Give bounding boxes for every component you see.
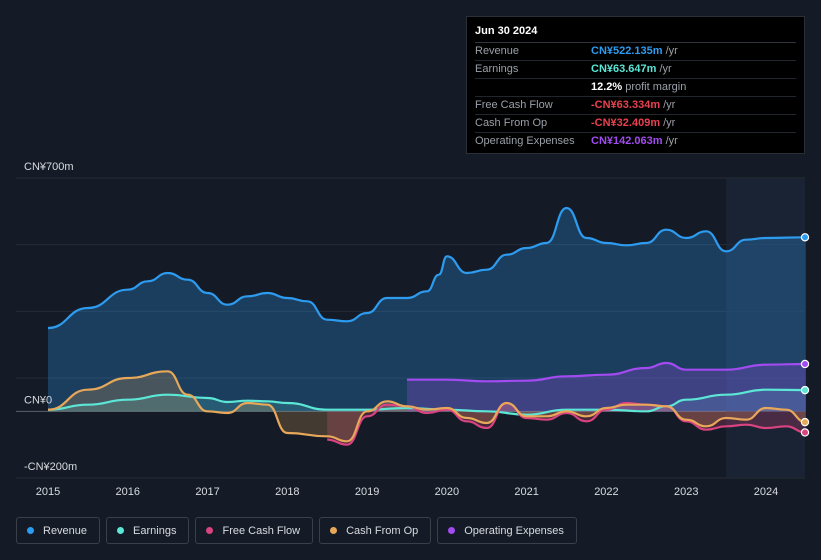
x-tick-label: 2016 [116, 486, 140, 498]
legend-label: Earnings [133, 524, 177, 537]
legend-item-operating-expenses[interactable]: Operating Expenses [437, 517, 577, 544]
legend-label: Free Cash Flow [222, 524, 301, 537]
tooltip-label: Cash From Op [475, 117, 548, 129]
y-axis-label-bottom: -CN¥200m [24, 461, 77, 473]
tooltip-unit: /yr [665, 135, 678, 147]
x-tick-label: 2017 [195, 486, 219, 498]
revenue-area [48, 208, 806, 412]
tooltip-date: Jun 30 2024 [475, 25, 796, 43]
legend-label: Revenue [43, 524, 88, 537]
gridlines [16, 177, 805, 479]
legend-item-free-cash-flow[interactable]: Free Cash Flow [195, 517, 314, 544]
tooltip-value: CN¥522.135m [591, 45, 663, 57]
tooltip-value: -CN¥32.409m [591, 117, 661, 129]
legend-item-earnings[interactable]: Earnings [106, 517, 190, 544]
cash-from-op-line [47, 370, 807, 443]
legend-dot-icon [330, 527, 338, 534]
free-cash-flow-area [327, 403, 806, 445]
tooltip-row-cash-from-op: Cash From Op -CN¥32.409m /yr [475, 115, 796, 133]
tooltip-label: Earnings [475, 63, 519, 75]
operating-expenses-end-marker [800, 359, 810, 369]
x-axis: 2015 2016 2017 2018 2019 2020 2021 2022 2023 2024 [36, 486, 778, 498]
legend-item-revenue[interactable]: Revenue [16, 517, 101, 544]
x-tick-label: 2020 [435, 486, 459, 498]
data-tooltip: Jun 30 2024 Revenue CN¥522.135m /yr Earn… [466, 16, 805, 154]
free-cash-flow-end-marker [800, 428, 810, 437]
series-end-markers [800, 233, 810, 437]
earnings-end-marker [800, 385, 810, 395]
tooltip-row-free-cash-flow: Free Cash Flow -CN¥63.334m /yr [475, 97, 796, 115]
legend-dot-icon [27, 527, 34, 534]
tooltip-value: -CN¥63.334m [591, 99, 661, 111]
tooltip-value: CN¥142.063m [591, 135, 663, 147]
legend-dot-icon [448, 527, 456, 534]
revenue-line [47, 206, 806, 330]
tooltip-unit: /yr [665, 45, 678, 57]
operating-expenses-line [406, 361, 806, 383]
series-lines [47, 206, 807, 446]
tooltip-value: 12.2% [591, 81, 623, 93]
tooltip-row-operating-expenses: Operating Expenses CN¥142.063m /yr [475, 133, 796, 150]
x-tick-label: 2022 [594, 486, 618, 498]
tooltip-row-earnings: Earnings CN¥63.647m /yr [475, 61, 796, 79]
tooltip-label [475, 79, 591, 96]
tooltip-row-profit-margin: 12.2% profit margin [475, 79, 796, 97]
legend-item-cash-from-op[interactable]: Cash From Op [319, 517, 432, 544]
x-tick-label: 2021 [514, 486, 538, 498]
y-axis-label-top: CN¥700m [24, 161, 74, 173]
x-tick-label: 2019 [355, 486, 379, 498]
tooltip-row-revenue: Revenue CN¥522.135m /yr [475, 43, 796, 61]
revenue-end-marker [800, 233, 810, 242]
tooltip-label: Operating Expenses [475, 135, 575, 147]
tooltip-unit: profit margin [625, 81, 687, 93]
tooltip-unit: /yr [659, 63, 672, 75]
tooltip-value: CN¥63.647m [591, 63, 657, 75]
x-tick-label: 2018 [275, 486, 299, 498]
x-tick-label: 2015 [36, 486, 60, 498]
operating-expenses-area [407, 363, 806, 412]
x-tick-label: 2024 [754, 486, 778, 498]
cash-from-op-end-marker [800, 417, 810, 427]
legend-label: Operating Expenses [464, 524, 564, 537]
tooltip-unit: /yr [663, 117, 676, 129]
tooltip-label: Free Cash Flow [475, 99, 553, 111]
legend-dot-icon [206, 527, 214, 534]
x-tick-label: 2023 [674, 486, 698, 498]
tooltip-unit: /yr [663, 99, 676, 111]
chart-legend: Revenue Earnings Free Cash Flow Cash Fro… [16, 517, 577, 546]
tooltip-label: Revenue [475, 45, 520, 57]
legend-label: Cash From Op [346, 524, 419, 537]
legend-dot-icon [117, 527, 125, 534]
y-axis-label-zero: CN¥0 [24, 394, 52, 406]
